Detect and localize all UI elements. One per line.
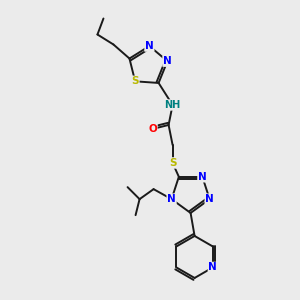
Text: N: N: [163, 56, 172, 66]
Text: O: O: [148, 124, 157, 134]
Text: S: S: [169, 158, 176, 168]
Text: N: N: [167, 194, 176, 204]
Text: N: N: [205, 194, 214, 204]
Text: N: N: [145, 41, 154, 51]
Text: N: N: [198, 172, 207, 182]
Text: NH: NH: [164, 100, 181, 110]
Text: N: N: [208, 262, 217, 272]
Text: S: S: [131, 76, 139, 86]
